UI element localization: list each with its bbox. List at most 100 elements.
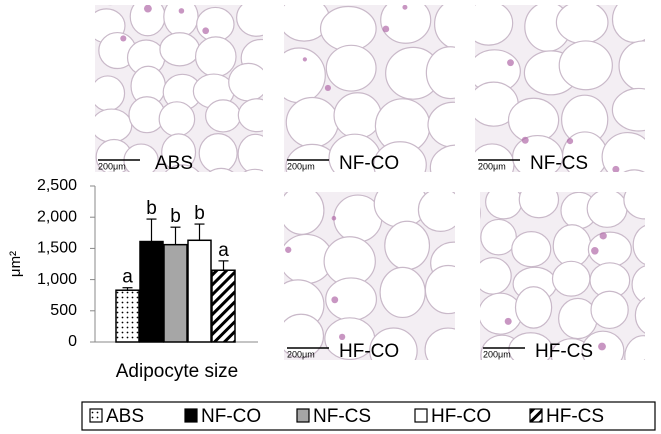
adipocyte — [159, 32, 201, 67]
adipocyte — [514, 286, 553, 329]
nucleus — [612, 165, 620, 172]
adipocyte — [196, 6, 235, 42]
histology-image — [475, 5, 661, 172]
adipocyte — [431, 366, 472, 400]
adipocyte — [284, 192, 325, 235]
adipocyte — [319, 5, 377, 52]
nucleus — [507, 59, 514, 67]
adipocyte — [424, 327, 455, 360]
adipocyte — [555, 5, 609, 45]
adipocyte — [425, 46, 455, 100]
adipocyte — [205, 99, 242, 133]
adipocyte — [552, 224, 592, 268]
nucleus — [285, 246, 292, 253]
bar — [139, 240, 164, 343]
adipocyte — [236, 5, 263, 37]
significance-label: a — [218, 240, 229, 261]
adipocyte — [49, 33, 88, 70]
adipocyte — [485, 192, 523, 220]
adipocyte — [380, 5, 432, 44]
adipocyte — [384, 220, 431, 271]
adipocyte — [326, 361, 378, 411]
adipocyte — [480, 257, 512, 295]
adipocyte — [611, 87, 645, 132]
adipocyte — [554, 371, 591, 410]
histology-image — [49, 0, 306, 178]
scale-bar-label: 200μm — [483, 349, 511, 359]
adipocyte — [95, 75, 126, 112]
adipocyte — [551, 260, 591, 297]
y-axis-label: μm² — [7, 251, 24, 277]
adipocyte — [381, 366, 426, 415]
y-tick-label: 1,000 — [37, 271, 77, 288]
bar — [211, 269, 236, 343]
nucleus — [339, 333, 346, 341]
legend-swatch — [184, 408, 198, 423]
adipocyte — [623, 192, 645, 220]
adipocyte — [611, 5, 645, 44]
nucleus — [521, 136, 529, 144]
adipocyte — [651, 77, 661, 128]
x-axis-label: Adipocyte size — [116, 361, 239, 382]
adipocyte — [325, 44, 377, 92]
adipocyte — [590, 290, 629, 330]
adipocyte — [417, 192, 455, 232]
adipocyte — [424, 264, 455, 315]
nucleus — [202, 27, 210, 35]
legend-label: NF-CO — [201, 406, 261, 427]
legend-swatch — [89, 408, 103, 423]
adipocyte — [243, 168, 263, 172]
adipocyte — [652, 49, 661, 97]
significance-label: b — [194, 203, 205, 224]
adipocyte — [51, 67, 90, 105]
nucleus — [178, 8, 185, 14]
adipocyte — [369, 327, 418, 360]
y-tick-label: 2,500 — [37, 177, 77, 194]
nucleus — [504, 317, 512, 325]
significance-label: b — [146, 198, 157, 219]
histology-image — [284, 192, 455, 415]
adipocyte — [107, 5, 113, 6]
adipocyte — [634, 297, 645, 334]
bar — [187, 239, 212, 343]
histology-panels: 200μm ABS 200μm NF-CO 200μm NF-CS 200μm HF-CO 20… — [49, 0, 661, 415]
histology-image — [431, 192, 645, 410]
adipocyte — [284, 47, 326, 104]
adipocyte — [265, 0, 306, 1]
scale-bar-label: 200μm — [478, 161, 506, 171]
y-tick-label: 1,500 — [37, 240, 77, 257]
adipocyte — [284, 313, 325, 359]
nucleus — [382, 25, 390, 33]
adipocyte — [158, 101, 196, 137]
adipocyte — [333, 92, 382, 139]
adipocyte — [164, 164, 200, 172]
y-tick-label: 0 — [68, 333, 77, 350]
legend-label: ABS — [106, 406, 144, 427]
adipocyte — [130, 0, 166, 3]
adipocyte — [235, 180, 282, 227]
adipocyte — [624, 335, 645, 360]
adipocyte — [284, 335, 286, 351]
nucleus — [120, 35, 127, 42]
adipocyte — [379, 266, 426, 319]
adipocyte — [237, 98, 263, 133]
nucleus — [591, 247, 599, 255]
adipocyte — [237, 133, 263, 172]
legend-swatch — [296, 408, 310, 423]
adipocyte — [596, 365, 639, 403]
adipocyte — [163, 5, 199, 38]
scale-bar-label: 200μm — [287, 349, 315, 359]
legend-label: NF-CS — [313, 406, 371, 427]
nucleus — [331, 296, 339, 304]
adipocyte — [480, 292, 523, 335]
adipocyte — [475, 5, 514, 46]
adipocyte — [285, 96, 339, 148]
panel-label: HF-CS — [535, 341, 593, 362]
adipocyte — [601, 131, 645, 172]
adipocyte — [618, 40, 645, 92]
nucleus — [598, 342, 606, 351]
panel-label: HF-CO — [339, 341, 399, 362]
adipocyte — [434, 5, 455, 50]
adipocyte — [56, 139, 92, 178]
